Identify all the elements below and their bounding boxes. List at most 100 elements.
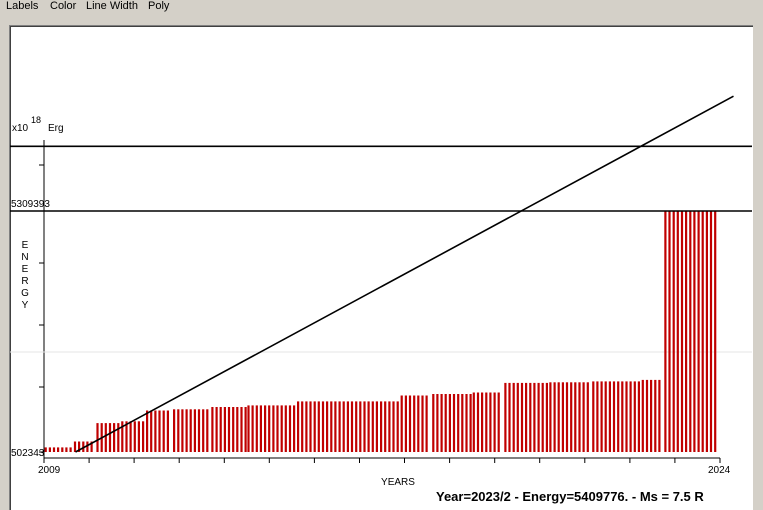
bar — [90, 441, 93, 452]
bar — [78, 441, 81, 452]
bar — [305, 401, 308, 452]
bar — [608, 381, 611, 452]
bar — [680, 211, 684, 452]
bar — [658, 379, 661, 452]
x-tick-label-end: 2024 — [708, 465, 731, 476]
bar — [545, 382, 548, 452]
bar — [48, 447, 51, 452]
bar — [236, 407, 239, 452]
bar — [461, 394, 464, 452]
bar — [108, 423, 112, 452]
bar — [142, 421, 145, 452]
bar — [457, 394, 460, 452]
bar — [173, 409, 176, 452]
bar — [232, 407, 235, 452]
bar — [326, 401, 329, 452]
bar — [150, 410, 153, 452]
bar — [223, 407, 226, 452]
bar — [541, 382, 544, 452]
bar — [709, 211, 713, 452]
bar — [342, 401, 345, 452]
bar — [637, 381, 640, 452]
menu-labels[interactable]: Labels — [6, 0, 39, 12]
menu-poly[interactable]: Poly — [148, 0, 170, 12]
bar — [61, 447, 64, 452]
bar — [400, 395, 403, 452]
bar — [476, 392, 480, 452]
bar — [617, 381, 620, 452]
bar — [392, 401, 395, 452]
bar — [211, 407, 214, 452]
bar — [408, 395, 412, 452]
bar — [264, 405, 267, 452]
bar — [154, 410, 157, 452]
bar — [240, 407, 243, 452]
bar — [321, 401, 325, 452]
bar — [650, 379, 653, 452]
bar — [227, 407, 231, 452]
bar — [685, 211, 688, 452]
bar — [497, 392, 500, 452]
y-tick-label-bottom: 502343 — [11, 448, 45, 459]
bar — [355, 401, 358, 452]
bar — [380, 401, 383, 452]
bar — [251, 405, 254, 452]
bar — [701, 211, 704, 452]
bar — [516, 382, 519, 452]
bar — [86, 441, 89, 452]
bar — [219, 407, 222, 452]
bar — [363, 401, 366, 452]
bar — [162, 410, 165, 452]
bar — [65, 447, 68, 452]
bar — [346, 401, 349, 452]
bar — [432, 394, 435, 452]
bar — [388, 401, 391, 452]
y-multiplier-label: x10 — [12, 123, 29, 134]
bar — [489, 392, 492, 452]
bar — [668, 211, 671, 452]
bar — [697, 211, 700, 452]
bar — [338, 401, 341, 452]
menu-line-width[interactable]: Line Width — [86, 0, 138, 12]
bar — [625, 381, 628, 452]
bar — [146, 410, 149, 452]
bar — [689, 211, 692, 452]
bar — [693, 211, 696, 452]
bar — [371, 401, 374, 452]
bar — [586, 382, 589, 452]
bar — [317, 401, 320, 452]
bar — [177, 409, 180, 452]
bar — [375, 401, 378, 452]
bar — [574, 382, 577, 452]
bar — [57, 447, 60, 452]
bar — [309, 401, 312, 452]
bar — [561, 382, 564, 452]
bar — [469, 394, 472, 452]
bar — [367, 401, 370, 452]
bar — [197, 409, 201, 452]
bar — [629, 381, 632, 452]
bar — [268, 405, 271, 452]
bar — [52, 447, 56, 452]
bar — [185, 409, 188, 452]
bar — [69, 447, 72, 452]
bar — [425, 395, 428, 452]
bar — [452, 394, 456, 452]
bar — [570, 382, 573, 452]
bar — [404, 395, 407, 452]
bar — [512, 382, 515, 452]
bar — [417, 395, 420, 452]
bar — [664, 211, 667, 452]
bar — [259, 405, 262, 452]
menu-color[interactable]: Color — [50, 0, 77, 12]
bar — [641, 379, 644, 452]
bar — [193, 409, 196, 452]
bar — [596, 381, 599, 452]
status-readout: Year=2023/2 - Energy=5409776. - Ms = 7.5… — [436, 489, 704, 504]
bar — [465, 394, 468, 452]
bar — [244, 407, 247, 452]
bar — [413, 395, 416, 452]
bar — [189, 409, 192, 452]
